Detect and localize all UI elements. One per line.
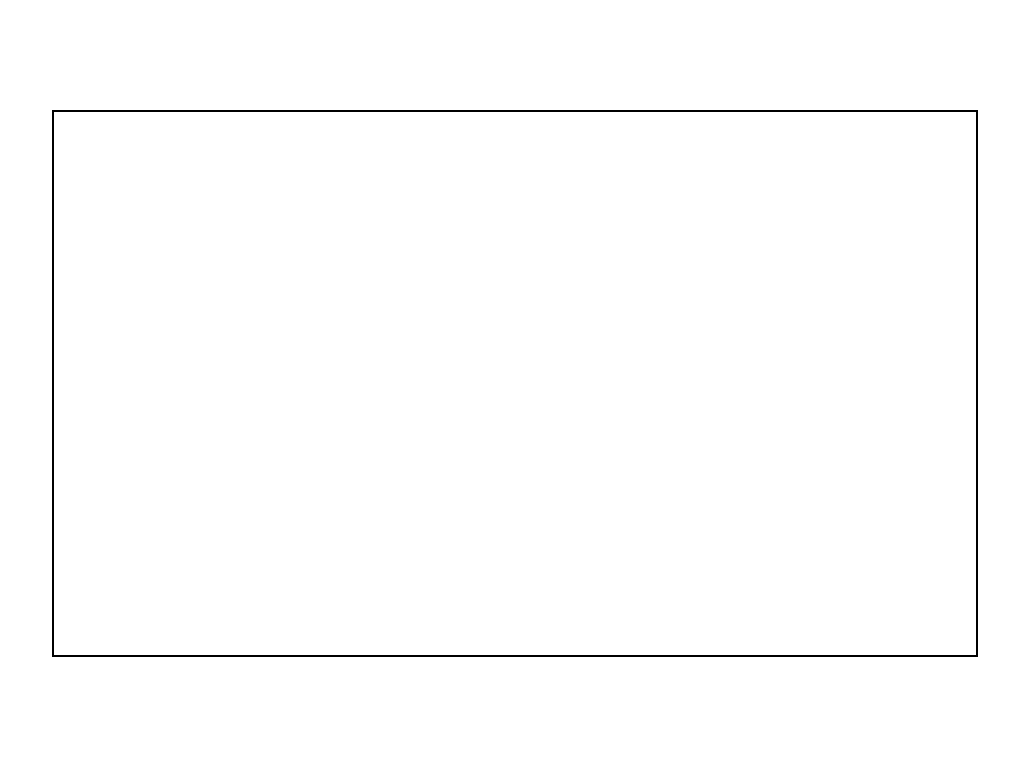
map-canvas: [54, 112, 976, 655]
colorbar[interactable]: [183, 729, 843, 750]
map-plot-area[interactable]: [52, 110, 978, 657]
latitude-axis: [0, 110, 52, 657]
longitude-axis: [52, 657, 978, 687]
